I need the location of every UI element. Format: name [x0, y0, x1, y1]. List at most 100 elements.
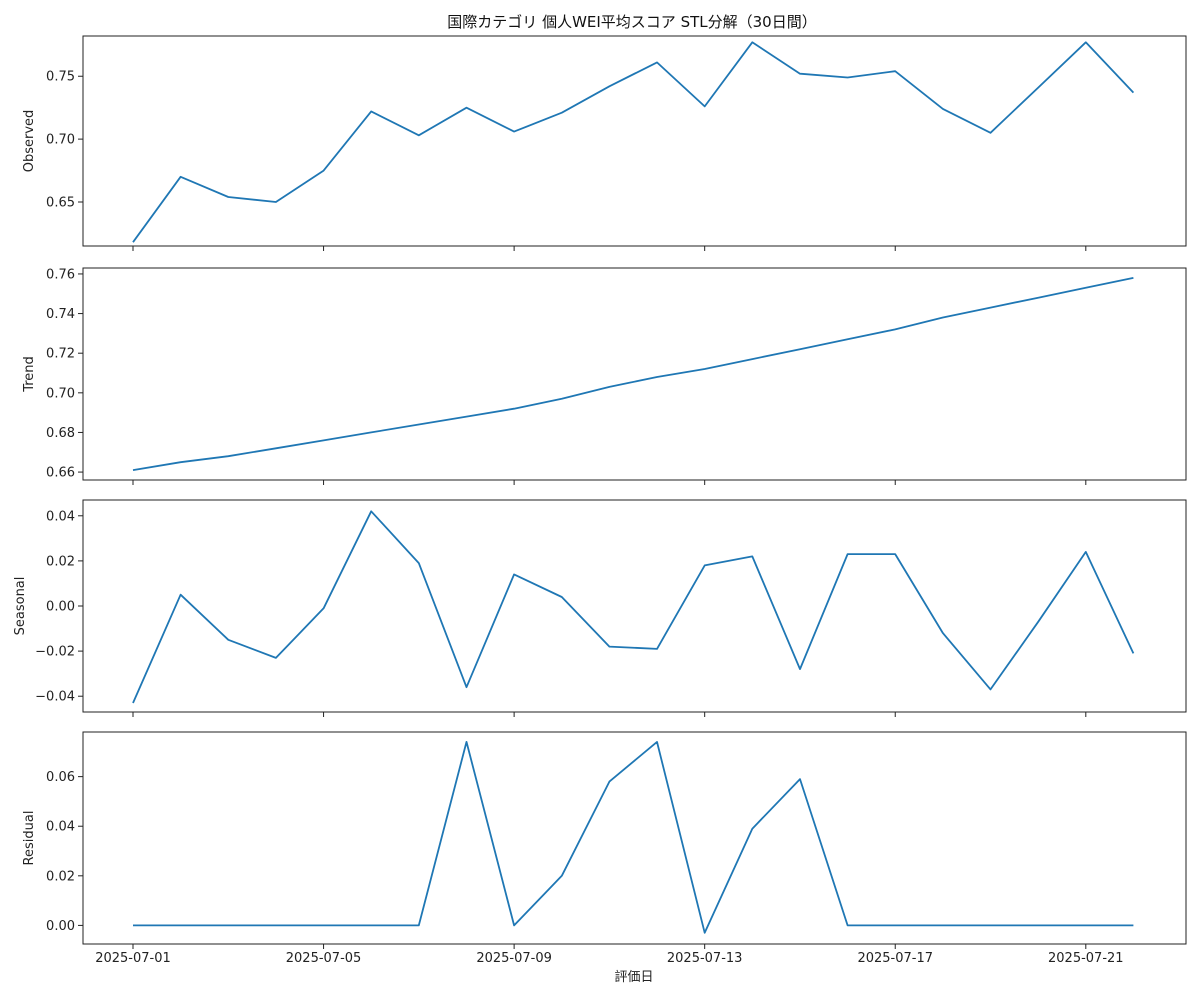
- panel-seasonal-ytick-label: −0.04: [35, 690, 75, 705]
- panel-seasonal-ytick-label: 0.02: [46, 554, 75, 569]
- panel-residual-point: [370, 924, 372, 926]
- panel-seasonal-ytick-label: 0.00: [46, 600, 75, 615]
- panel-trend-point: [1085, 287, 1087, 289]
- panel-observed-point: [465, 106, 467, 108]
- panel-residual-point: [561, 875, 563, 877]
- panel-residual-ytick-label: 0.04: [46, 820, 75, 835]
- panel-seasonal-point: [894, 553, 896, 555]
- panel-residual-point: [1037, 924, 1039, 926]
- panel-residual-point: [418, 924, 420, 926]
- panel-residual-point: [894, 924, 896, 926]
- panel-trend-ytick-label: 0.76: [46, 267, 75, 282]
- panel-residual-series-line: [133, 741, 1134, 934]
- chart-title: 国際カテゴリ 個人WEI平均スコア STL分解（30日間）: [447, 13, 816, 31]
- x-axis-label: 評価日: [614, 970, 653, 985]
- panel-residual-ytick-label: 0.00: [46, 919, 75, 934]
- panel-trend-point: [513, 407, 515, 409]
- panel-trend-ytick-label: 0.72: [46, 347, 75, 362]
- panel-residual: 0.00 0.02 0.04 0.06 Residual: [22, 731, 1187, 949]
- x-tick-label: 2025-07-17: [857, 951, 933, 966]
- panel-trend-point: [227, 455, 229, 457]
- panel-residual-ylabel: Residual: [22, 811, 37, 866]
- panel-trend-point: [1037, 297, 1039, 299]
- panel-seasonal-point: [322, 607, 324, 609]
- panel-seasonal-ytick-label: 0.04: [46, 509, 75, 524]
- panel-seasonal-point: [703, 564, 705, 566]
- panel-observed-point: [513, 130, 515, 132]
- panel-trend-point: [989, 306, 991, 308]
- panel-trend-point: [418, 423, 420, 425]
- panel-residual-point: [799, 778, 801, 780]
- panel-residual-point: [989, 924, 991, 926]
- panel-residual-point: [322, 924, 324, 926]
- panel-observed-point: [275, 201, 277, 203]
- panel-observed-point: [846, 76, 848, 78]
- panel-seasonal-point: [608, 645, 610, 647]
- panel-residual-ytick-label: 0.02: [46, 869, 75, 884]
- panel-seasonal-point: [656, 648, 658, 650]
- x-tick-label: 2025-07-09: [476, 951, 552, 966]
- panel-observed-ytick-label: 0.70: [46, 133, 75, 148]
- panel-observed-point: [989, 132, 991, 134]
- panel-seasonal-point: [561, 596, 563, 598]
- x-tick-label: 2025-07-21: [1048, 951, 1124, 966]
- x-tick-label: 2025-07-05: [286, 951, 362, 966]
- panel-observed-point: [656, 61, 658, 63]
- panel-trend-ytick-label: 0.68: [46, 426, 75, 441]
- panel-trend-point: [132, 469, 134, 471]
- panel-observed-point: [703, 105, 705, 107]
- panel-trend-point: [1132, 277, 1134, 279]
- panel-trend-point: [751, 358, 753, 360]
- panel-seasonal-point: [132, 702, 134, 704]
- panel-seasonal-point: [799, 668, 801, 670]
- panel-residual-point: [132, 924, 134, 926]
- panel-seasonal-point: [751, 555, 753, 557]
- panel-seasonal-ylabel: Seasonal: [13, 577, 28, 636]
- panel-observed-point: [1085, 41, 1087, 43]
- panel-seasonal-point: [989, 688, 991, 690]
- panel-residual-point: [227, 924, 229, 926]
- panel-observed-point: [894, 70, 896, 72]
- panel-trend-point: [608, 386, 610, 388]
- panel-observed-point: [751, 41, 753, 43]
- panel-residual-point: [608, 780, 610, 782]
- panel-observed-point: [418, 134, 420, 136]
- panel-seasonal-point: [1037, 621, 1039, 623]
- panel-trend-ytick-label: 0.66: [46, 466, 75, 481]
- panel-trend-point: [179, 461, 181, 463]
- panel-observed-ytick-label: 0.65: [46, 195, 75, 210]
- panel-trend-point: [465, 415, 467, 417]
- x-tick-label: 2025-07-13: [667, 951, 743, 966]
- panel-observed-point: [608, 85, 610, 87]
- panel-trend-point: [370, 431, 372, 433]
- panel-seasonal-point: [513, 573, 515, 575]
- panel-seasonal-frame: [82, 499, 1187, 713]
- panel-trend-point: [561, 398, 563, 400]
- panel-observed-point: [132, 241, 134, 243]
- panel-residual-point: [703, 932, 705, 934]
- panel-seasonal-ytick-label: −0.02: [35, 645, 75, 660]
- panel-trend-point: [703, 368, 705, 370]
- panel-observed: 0.65 0.70 0.75 Observed: [22, 35, 1187, 251]
- panel-seasonal-series-line: [132, 510, 1135, 704]
- panel-residual-point: [942, 924, 944, 926]
- panel-trend-point: [799, 348, 801, 350]
- panel-trend-ytick-label: 0.74: [46, 307, 75, 322]
- panel-residual-point: [1085, 924, 1087, 926]
- panel-residual-point: [1132, 924, 1134, 926]
- panel-residual-point: [513, 924, 515, 926]
- panel-observed-point: [227, 196, 229, 198]
- panel-trend-point: [322, 439, 324, 441]
- panel-seasonal-point: [179, 594, 181, 596]
- panel-seasonal-point: [465, 686, 467, 688]
- panel-seasonal-point: [370, 510, 372, 512]
- panel-observed-point: [179, 176, 181, 178]
- panel-observed-series-line: [132, 41, 1135, 243]
- panel-residual-point: [465, 741, 467, 743]
- panel-seasonal-point: [1132, 652, 1134, 654]
- panel-seasonal-point: [227, 639, 229, 641]
- panel-observed-point: [322, 169, 324, 171]
- panels-group: 0.65 0.70 0.75 Observed 0.66 0.68 0.70 0.72 0.74…: [13, 35, 1187, 966]
- panel-trend-point: [846, 338, 848, 340]
- panel-trend: 0.66 0.68 0.70 0.72 0.74 0.76 Trend: [22, 267, 1187, 485]
